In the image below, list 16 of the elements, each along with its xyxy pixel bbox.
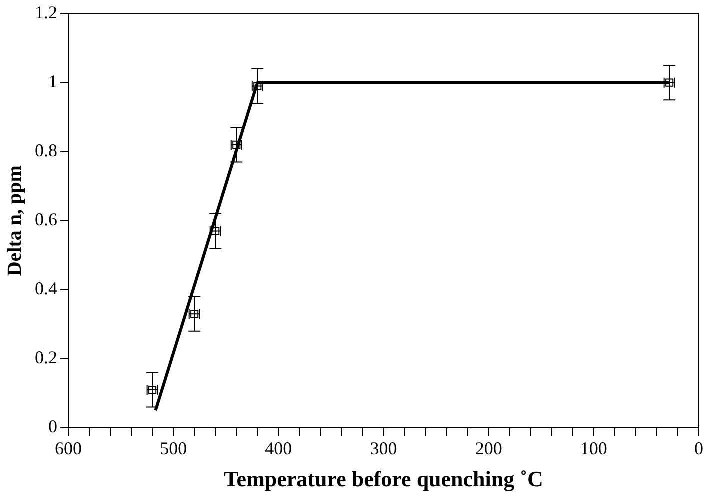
y-tick-label: 1 xyxy=(48,72,58,92)
y-tick-label: 0.4 xyxy=(35,278,58,299)
x-tick-label: 300 xyxy=(370,438,398,459)
y-tick-label: 0.2 xyxy=(35,348,58,368)
y-tick-label: 0 xyxy=(48,416,58,437)
x-tick-label: 400 xyxy=(265,438,292,459)
y-tick-label: 0.8 xyxy=(35,140,58,161)
y-axis-title: Delta n, ppm xyxy=(4,165,26,276)
x-tick-label: 0 xyxy=(694,438,704,459)
x-tick-label: 500 xyxy=(160,438,188,459)
x-tick-label: 100 xyxy=(580,438,608,459)
y-tick-label: 1.2 xyxy=(35,2,58,23)
x-axis-title: Temperature before quenching ˚C xyxy=(224,466,544,492)
x-tick-label: 200 xyxy=(475,438,502,459)
x-tick-label: 600 xyxy=(55,438,82,459)
y-tick-label: 0.6 xyxy=(35,210,58,230)
